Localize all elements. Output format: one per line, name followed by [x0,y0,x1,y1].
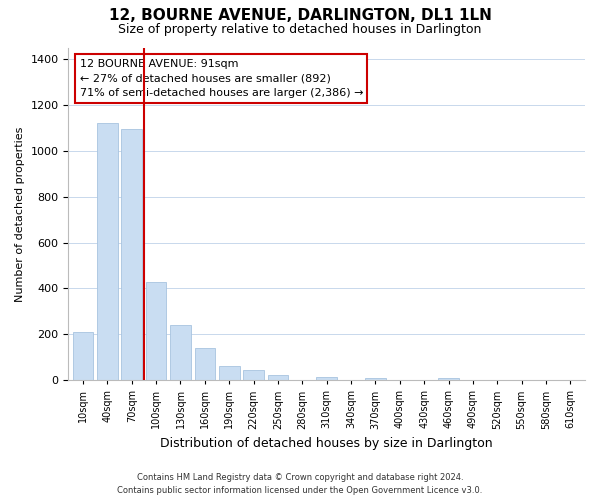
Bar [121,129,142,380]
Bar [97,123,118,380]
Bar [268,375,289,380]
Bar [73,332,94,380]
Bar [170,325,191,380]
Text: 12 BOURNE AVENUE: 91sqm
← 27% of detached houses are smaller (892)
71% of semi-d: 12 BOURNE AVENUE: 91sqm ← 27% of detache… [80,58,363,98]
Text: Size of property relative to detached houses in Darlington: Size of property relative to detached ho… [118,22,482,36]
Bar [365,378,386,380]
Text: 12, BOURNE AVENUE, DARLINGTON, DL1 1LN: 12, BOURNE AVENUE, DARLINGTON, DL1 1LN [109,8,491,22]
X-axis label: Distribution of detached houses by size in Darlington: Distribution of detached houses by size … [160,437,493,450]
Y-axis label: Number of detached properties: Number of detached properties [15,126,25,302]
Bar [219,366,239,380]
Bar [243,370,264,380]
Bar [316,377,337,380]
Bar [438,378,459,380]
Bar [146,282,166,380]
Bar [194,348,215,380]
Text: Contains HM Land Registry data © Crown copyright and database right 2024.
Contai: Contains HM Land Registry data © Crown c… [118,473,482,495]
